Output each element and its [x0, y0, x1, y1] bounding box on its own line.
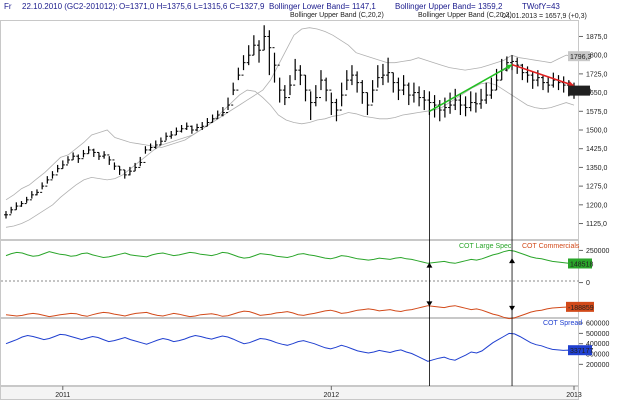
price-ytick-label: 1575,0	[586, 109, 608, 116]
uptrend-arrowhead	[506, 64, 513, 70]
band-label-second: Bollinger Upper Band (C,20,2)	[418, 12, 512, 19]
cot-panel	[0, 240, 579, 318]
price-ytick-label: 1800,0	[586, 53, 608, 60]
upper-band-tag: 1796,3	[570, 54, 592, 61]
upper-band-line	[5, 27, 575, 201]
x-tick-label: 2011	[55, 392, 70, 399]
spread-tag: 337177	[570, 348, 593, 355]
vertical-marker-arrow	[426, 262, 433, 268]
header-title: 22.10.2010 (GC2-201012):	[22, 2, 118, 11]
header-ohlc: O=1371,0 H=1375,6 L=1315,6 C=1327,9	[119, 2, 265, 11]
spread-tag-bg	[568, 345, 592, 356]
last-price-tag-bg	[568, 85, 590, 96]
vertical-marker-arrow	[426, 301, 433, 307]
commercials-label: COT Commercials	[522, 243, 580, 250]
vertical-markers	[426, 68, 516, 386]
header-bb-upper: Bollinger Upper Band= 1359,2	[395, 2, 503, 11]
x-tick-label: 2013	[566, 392, 582, 399]
chart-header: Fr 22.10.2010 (GC2-201012): O=1371,0 H=1…	[4, 2, 587, 20]
spread-ytick-label: 400000	[586, 341, 609, 348]
lower-band-line	[5, 82, 575, 228]
cursor-info: 04.01.2013 = 1657,9 (+0,3)	[502, 13, 587, 20]
uptrend-line	[429, 63, 513, 112]
spread-ytick-label: 200000	[586, 362, 609, 369]
price-ytick-label: 1725,0	[586, 71, 608, 78]
panel-frames	[0, 20, 579, 400]
y-axes: 1875,0 1800,0 1725,0 1650,0 1575,0 1500,0 1425…	[566, 34, 609, 369]
large-spec-line	[5, 249, 575, 264]
vertical-marker-arrow	[509, 258, 516, 264]
price-ytick-label: 1425,0	[586, 146, 608, 153]
x-axis: 2011 2012 2013	[55, 386, 582, 399]
cot-ytick-label: 0	[586, 280, 590, 287]
spread-ytick-label: 600000	[586, 321, 609, 328]
price-ytick-label: 1200,0	[586, 202, 608, 209]
trendlines	[429, 63, 575, 112]
price-ytick-label: 1125,0	[586, 221, 607, 228]
large-spec-label: COT Large Spec	[459, 243, 512, 250]
x-axis-bar	[0, 386, 579, 400]
spread-ytick-label: 300000	[586, 352, 609, 359]
commercials-tag: -188859	[568, 305, 594, 312]
spread-line	[5, 332, 575, 362]
cot-ytick-label: 250000	[586, 248, 609, 255]
price-panel	[0, 20, 579, 240]
header-twofy: TWofY=43	[522, 2, 560, 11]
bollinger-bands	[5, 27, 575, 228]
commercials-tag-bg	[566, 301, 594, 312]
band-label-top: Bollinger Upper Band (C,20,2)	[290, 12, 384, 19]
cot-lines	[5, 249, 575, 320]
price-ytick-label: 1500,0	[586, 128, 608, 135]
x-tick-label: 2012	[324, 392, 340, 399]
upper-band-tag-bg	[568, 51, 590, 62]
large-spec-tag: 148518	[570, 261, 593, 268]
header-prefix: Fr	[4, 2, 12, 11]
header-bb-lower: Bollinger Lower Band= 1147,1	[269, 2, 376, 11]
price-ytick-label: 1350,0	[586, 165, 608, 172]
commercials-line	[5, 305, 575, 320]
last-price-tag: 1657,9	[570, 89, 592, 96]
downtrend-line	[511, 63, 575, 87]
spread-path	[5, 332, 575, 362]
spread-ytick-label: 500000	[586, 331, 609, 338]
spread-label: COT Spread	[543, 320, 582, 327]
downtrend-arrowhead	[568, 81, 574, 87]
price-ytick-label: 1650,0	[586, 90, 608, 97]
large-spec-tag-bg	[568, 258, 592, 269]
vertical-marker-arrow	[509, 305, 516, 311]
price-ytick-label: 1275,0	[586, 184, 608, 191]
price-ytick-label: 1875,0	[586, 34, 608, 41]
